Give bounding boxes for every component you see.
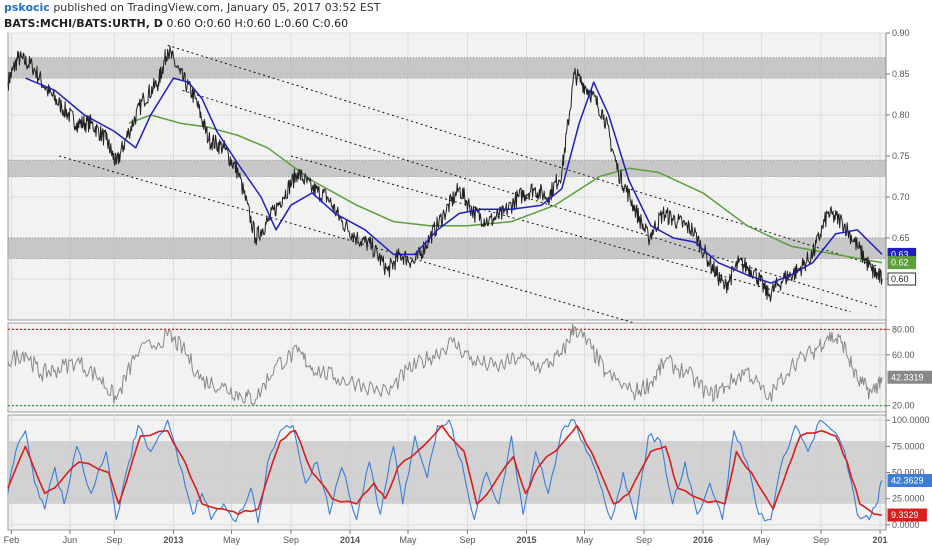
sr-zone xyxy=(7,237,887,259)
value-label-text: 42.3629 xyxy=(891,475,924,485)
x-tick-label: 201 xyxy=(873,535,888,545)
value-label-text: 0.60 xyxy=(891,274,909,284)
x-tick-label: May xyxy=(753,535,771,545)
y-tick-label: 0.70 xyxy=(892,192,910,202)
x-tick-label: May xyxy=(576,535,594,545)
symbol-line: BATS:MCHI/BATS:URTH, D 0.60 O:0.60 H:0.6… xyxy=(4,17,348,30)
y-tick-label: 20.00 xyxy=(892,401,915,411)
x-tick-label: May xyxy=(399,535,417,545)
y-tick-label: 0.90 xyxy=(892,28,910,38)
series-stoch-d xyxy=(7,424,883,516)
x-tick-label: May xyxy=(223,535,241,545)
y-tick-label: 80.00 xyxy=(892,324,915,334)
y-tick-label: 25.0000 xyxy=(892,494,925,504)
sr-zone xyxy=(7,57,887,79)
x-tick-label: Sep xyxy=(636,535,652,545)
series-rsi xyxy=(7,323,883,405)
value-label-text: 42.3319 xyxy=(891,372,924,382)
y-tick-label: 100.0000 xyxy=(892,415,930,425)
ohlc-readout: 0.60 O:0.60 H:0.60 L:0.60 C:0.60 xyxy=(166,17,349,30)
y-tick-label: 0.0000 xyxy=(892,520,920,530)
series-ma-fast xyxy=(25,77,883,284)
y-tick-label: 50.0000 xyxy=(892,468,925,478)
y-tick-label: 0.85 xyxy=(892,69,910,79)
channel-line xyxy=(182,89,880,309)
y-tick-label: 0.75 xyxy=(892,151,910,161)
x-tick-label: Feb xyxy=(4,535,20,545)
value-label-price xyxy=(887,272,917,286)
y-tick-label: 75.0000 xyxy=(892,441,925,451)
x-tick-label: Sep xyxy=(459,535,475,545)
x-tick-label: Jun xyxy=(63,535,78,545)
series-ma-slow xyxy=(128,114,883,264)
x-tick-label: 2016 xyxy=(693,535,713,545)
publisher-username[interactable]: pskocic xyxy=(4,1,50,14)
series-price xyxy=(7,45,883,302)
x-tick-label: Sep xyxy=(106,535,122,545)
x-tick-label: 2015 xyxy=(516,535,536,545)
series-stoch-k xyxy=(7,419,883,524)
y-tick-label: 0.65 xyxy=(892,233,910,243)
channel-line xyxy=(59,155,639,325)
stoch-band xyxy=(8,441,886,504)
symbol-name: BATS:MCHI/BATS:URTH, D xyxy=(4,17,163,30)
value-label-text: 0.62 xyxy=(891,258,909,268)
channel-line xyxy=(167,44,880,268)
value-label-text: 9.3329 xyxy=(891,510,919,520)
published-text: published on TradingView.com, January 05… xyxy=(53,1,381,14)
x-tick-label: 2013 xyxy=(163,535,183,545)
y-tick-label: 0.80 xyxy=(892,110,910,120)
x-tick-label: Sep xyxy=(813,535,829,545)
x-tick-label: Sep xyxy=(283,535,299,545)
publisher-line: pskocic published on TradingView.com, Ja… xyxy=(4,1,380,14)
y-tick-label: 60.00 xyxy=(892,350,915,360)
value-label-stoch-d xyxy=(887,508,927,522)
value-label-ma-slow xyxy=(887,256,917,270)
panel-rsi xyxy=(7,322,887,413)
sr-zone xyxy=(7,159,887,178)
channel-line xyxy=(290,155,851,313)
x-tick-label: 2014 xyxy=(340,535,360,545)
value-label-text: 0.63 xyxy=(891,249,909,259)
